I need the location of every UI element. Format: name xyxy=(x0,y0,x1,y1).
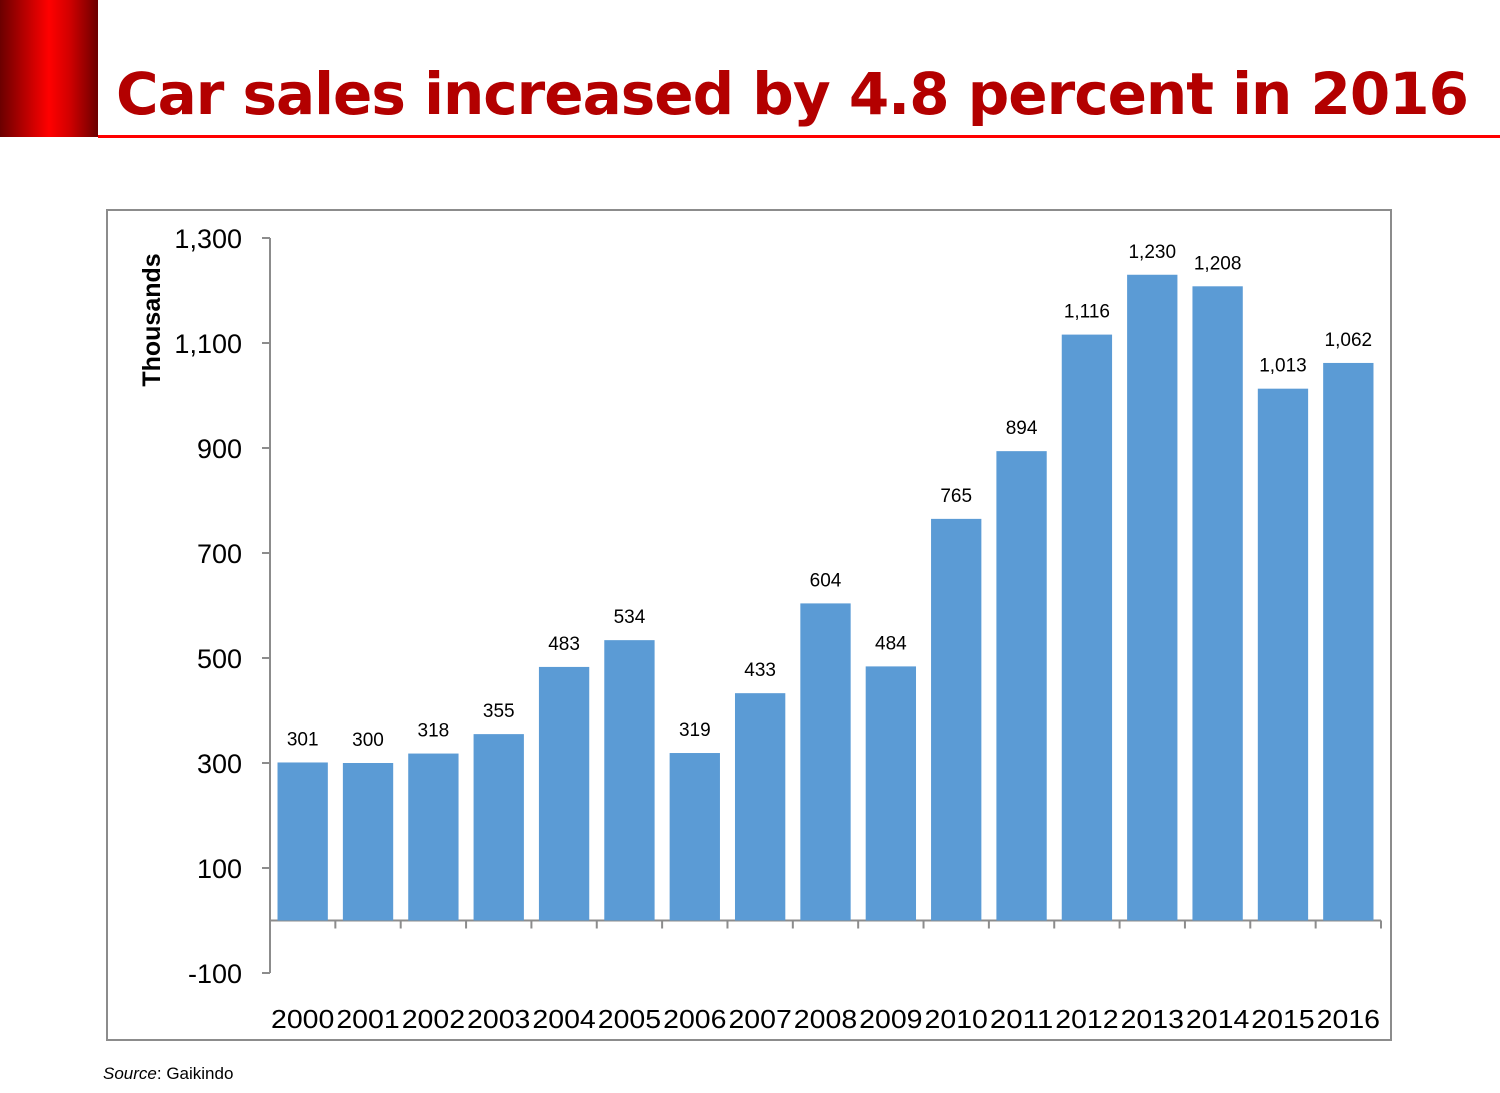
bar xyxy=(931,518,982,921)
data-label: 301 xyxy=(287,729,319,750)
chart-frame xyxy=(106,209,1392,1041)
y-tick-label: 900 xyxy=(197,434,242,464)
source-value: : Gaikindo xyxy=(156,1064,234,1083)
data-label: 534 xyxy=(614,607,646,628)
data-label: 355 xyxy=(483,701,515,722)
bar xyxy=(1127,274,1178,921)
data-label: 1,062 xyxy=(1325,330,1373,351)
source-label: Source xyxy=(103,1064,157,1083)
bar xyxy=(734,693,786,921)
bar xyxy=(800,603,851,921)
y-axis-title: Thousands xyxy=(138,253,166,386)
x-tick-label: 2015 xyxy=(1251,1004,1314,1034)
y-tick-label: 1,300 xyxy=(174,224,242,254)
bar xyxy=(277,762,328,921)
x-tick-label: 2007 xyxy=(728,1004,791,1034)
header-accent-bar xyxy=(0,0,98,137)
data-label: 1,013 xyxy=(1259,356,1307,377)
data-label: 604 xyxy=(810,570,842,591)
bar xyxy=(1061,334,1113,921)
data-label: 300 xyxy=(352,730,384,751)
bar xyxy=(669,753,720,921)
x-tick-label: 2002 xyxy=(402,1004,465,1034)
data-label: 1,208 xyxy=(1194,253,1242,274)
bar xyxy=(1257,388,1309,921)
bar xyxy=(408,753,459,921)
data-label: 765 xyxy=(940,486,972,507)
x-tick-label: 2003 xyxy=(467,1004,530,1034)
data-label: 484 xyxy=(875,633,907,654)
data-label: 319 xyxy=(679,720,711,741)
bar xyxy=(996,451,1047,921)
bar xyxy=(1323,362,1374,921)
y-tick-label: 1,100 xyxy=(174,329,242,359)
x-tick-label: 2014 xyxy=(1186,1004,1249,1034)
bar xyxy=(538,666,590,921)
x-tick-label: 2016 xyxy=(1317,1004,1380,1034)
x-tick-label: 2012 xyxy=(1055,1004,1118,1034)
x-tick-label: 2001 xyxy=(336,1004,399,1034)
bar xyxy=(473,734,524,921)
header-rule xyxy=(98,135,1500,138)
bar xyxy=(604,640,655,921)
x-tick-label: 2013 xyxy=(1121,1004,1184,1034)
y-tick-label: 700 xyxy=(197,539,242,569)
x-tick-label: 2009 xyxy=(859,1004,922,1034)
page-title: Car sales increased by 4.8 percent in 20… xyxy=(116,60,1469,128)
y-tick-label: 300 xyxy=(197,749,242,779)
y-tick-label: 500 xyxy=(197,644,242,674)
x-tick-label: 2011 xyxy=(990,1004,1053,1034)
y-tick-label: -100 xyxy=(188,959,242,989)
bar xyxy=(342,763,394,921)
data-label: 894 xyxy=(1006,418,1038,439)
x-tick-label: 2006 xyxy=(663,1004,726,1034)
bar xyxy=(1192,286,1243,921)
x-tick-label: 2000 xyxy=(271,1004,334,1034)
y-tick-label: 100 xyxy=(197,854,242,884)
bar xyxy=(865,666,917,921)
x-tick-label: 2010 xyxy=(925,1004,988,1034)
data-label: 1,116 xyxy=(1064,302,1110,323)
data-label: 433 xyxy=(744,660,776,681)
source-note: Source: Gaikindo xyxy=(103,1064,233,1084)
data-label: 318 xyxy=(418,721,450,742)
data-label: 1,230 xyxy=(1128,242,1176,263)
x-tick-label: 2004 xyxy=(532,1004,595,1034)
x-tick-label: 2005 xyxy=(598,1004,661,1034)
x-tick-label: 2008 xyxy=(794,1004,857,1034)
data-label: 483 xyxy=(548,634,580,655)
